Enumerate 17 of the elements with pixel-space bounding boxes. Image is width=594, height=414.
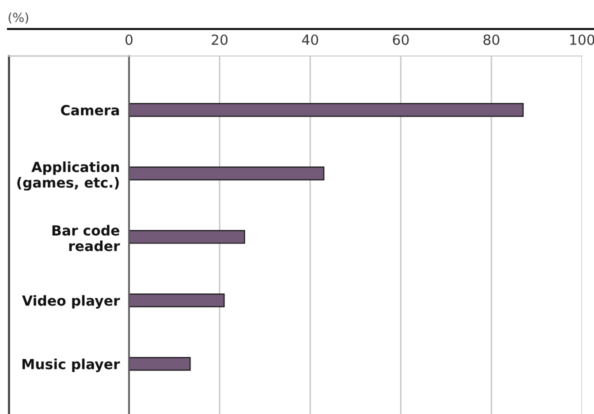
y-tick-label: Music player bbox=[22, 358, 120, 372]
x-tick-label: 0 bbox=[125, 34, 132, 45]
y-tick-label: Application (games, etc.) bbox=[17, 161, 119, 191]
x-tick-label: 20 bbox=[212, 34, 228, 45]
x-axis-title: (%) bbox=[8, 12, 28, 24]
bar bbox=[129, 230, 246, 244]
y-tick-label: Bar code reader bbox=[52, 224, 120, 252]
x-tick-label: 80 bbox=[484, 34, 500, 45]
x-tick-label: 40 bbox=[302, 34, 318, 45]
x-tick-label: 100 bbox=[570, 34, 594, 45]
x-tick-label: 60 bbox=[392, 34, 409, 45]
bar bbox=[129, 166, 324, 180]
y-tick-label: Video player bbox=[22, 295, 120, 309]
bar bbox=[129, 293, 225, 308]
bar bbox=[129, 356, 191, 371]
bar bbox=[129, 103, 524, 117]
y-tick-label: Camera bbox=[60, 104, 119, 116]
